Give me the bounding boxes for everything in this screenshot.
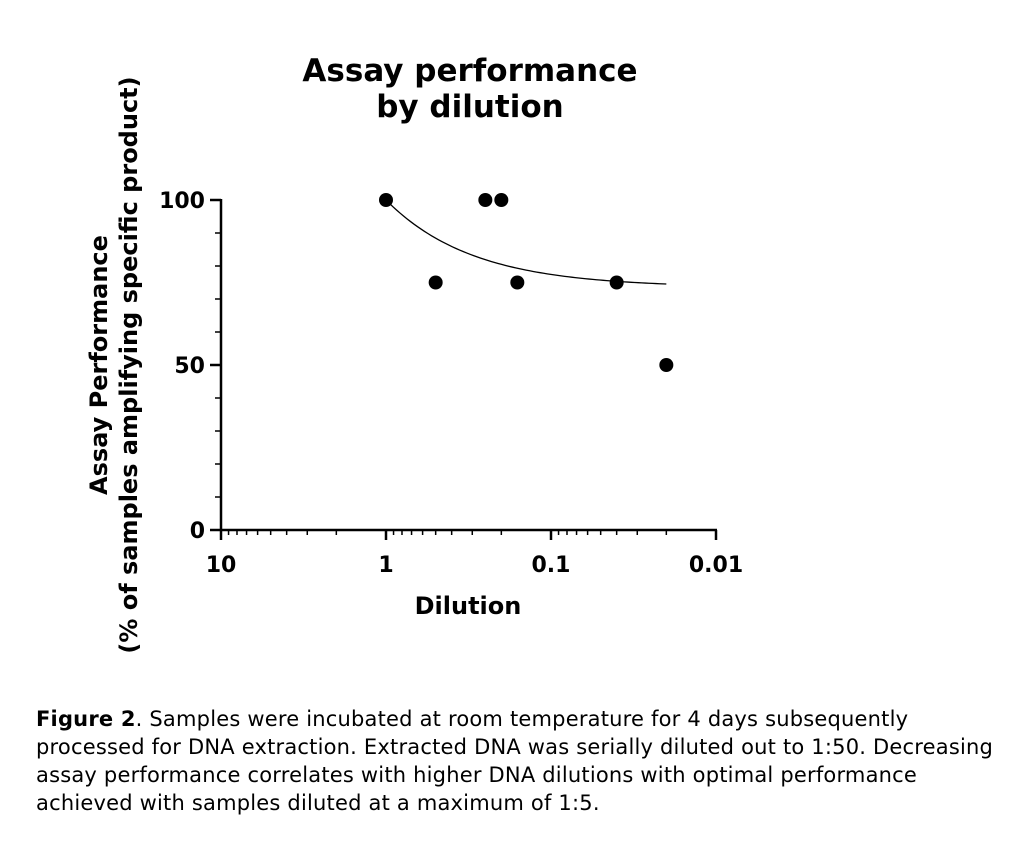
figure-caption: Figure 2. Samples were incubated at room…	[36, 705, 1006, 817]
figure-caption-text: . Samples were incubated at room tempera…	[36, 707, 994, 815]
y-tick-label: 100	[159, 189, 205, 214]
data-point	[428, 275, 443, 290]
y-axis-title: Assay Performance (% of samples amplifyi…	[85, 76, 143, 653]
chart: Assay performance by dilution Assay Perf…	[85, 53, 743, 654]
data-point	[609, 275, 624, 290]
x-tick-label: 10	[206, 553, 237, 578]
axis-tick-labels: 10 1 0.1 0.01 0 50 100	[159, 189, 743, 578]
y-tick-label: 0	[190, 519, 205, 544]
y-tick-label: 50	[174, 354, 205, 379]
chart-title-line-1: Assay performance	[302, 53, 637, 89]
x-tick-label: 0.01	[689, 553, 743, 578]
fit-curve	[385, 199, 667, 285]
chart-title-line-2: by dilution	[376, 89, 564, 125]
data-point	[510, 275, 525, 290]
figure-caption-label: Figure 2	[36, 707, 136, 731]
data-point	[494, 193, 509, 207]
x-axis-title: Dilution	[415, 592, 522, 620]
y-axis-title-line-2: (% of samples amplifying specific produc…	[115, 76, 143, 653]
x-tick-label: 0.1	[532, 553, 571, 578]
x-tick-label: 1	[378, 553, 393, 578]
data-points	[379, 193, 674, 372]
data-point	[659, 358, 674, 372]
data-point	[478, 193, 493, 207]
axis-ticks	[210, 198, 718, 540]
y-axis-title-line-1: Assay Performance	[85, 235, 113, 495]
data-point	[379, 193, 393, 207]
